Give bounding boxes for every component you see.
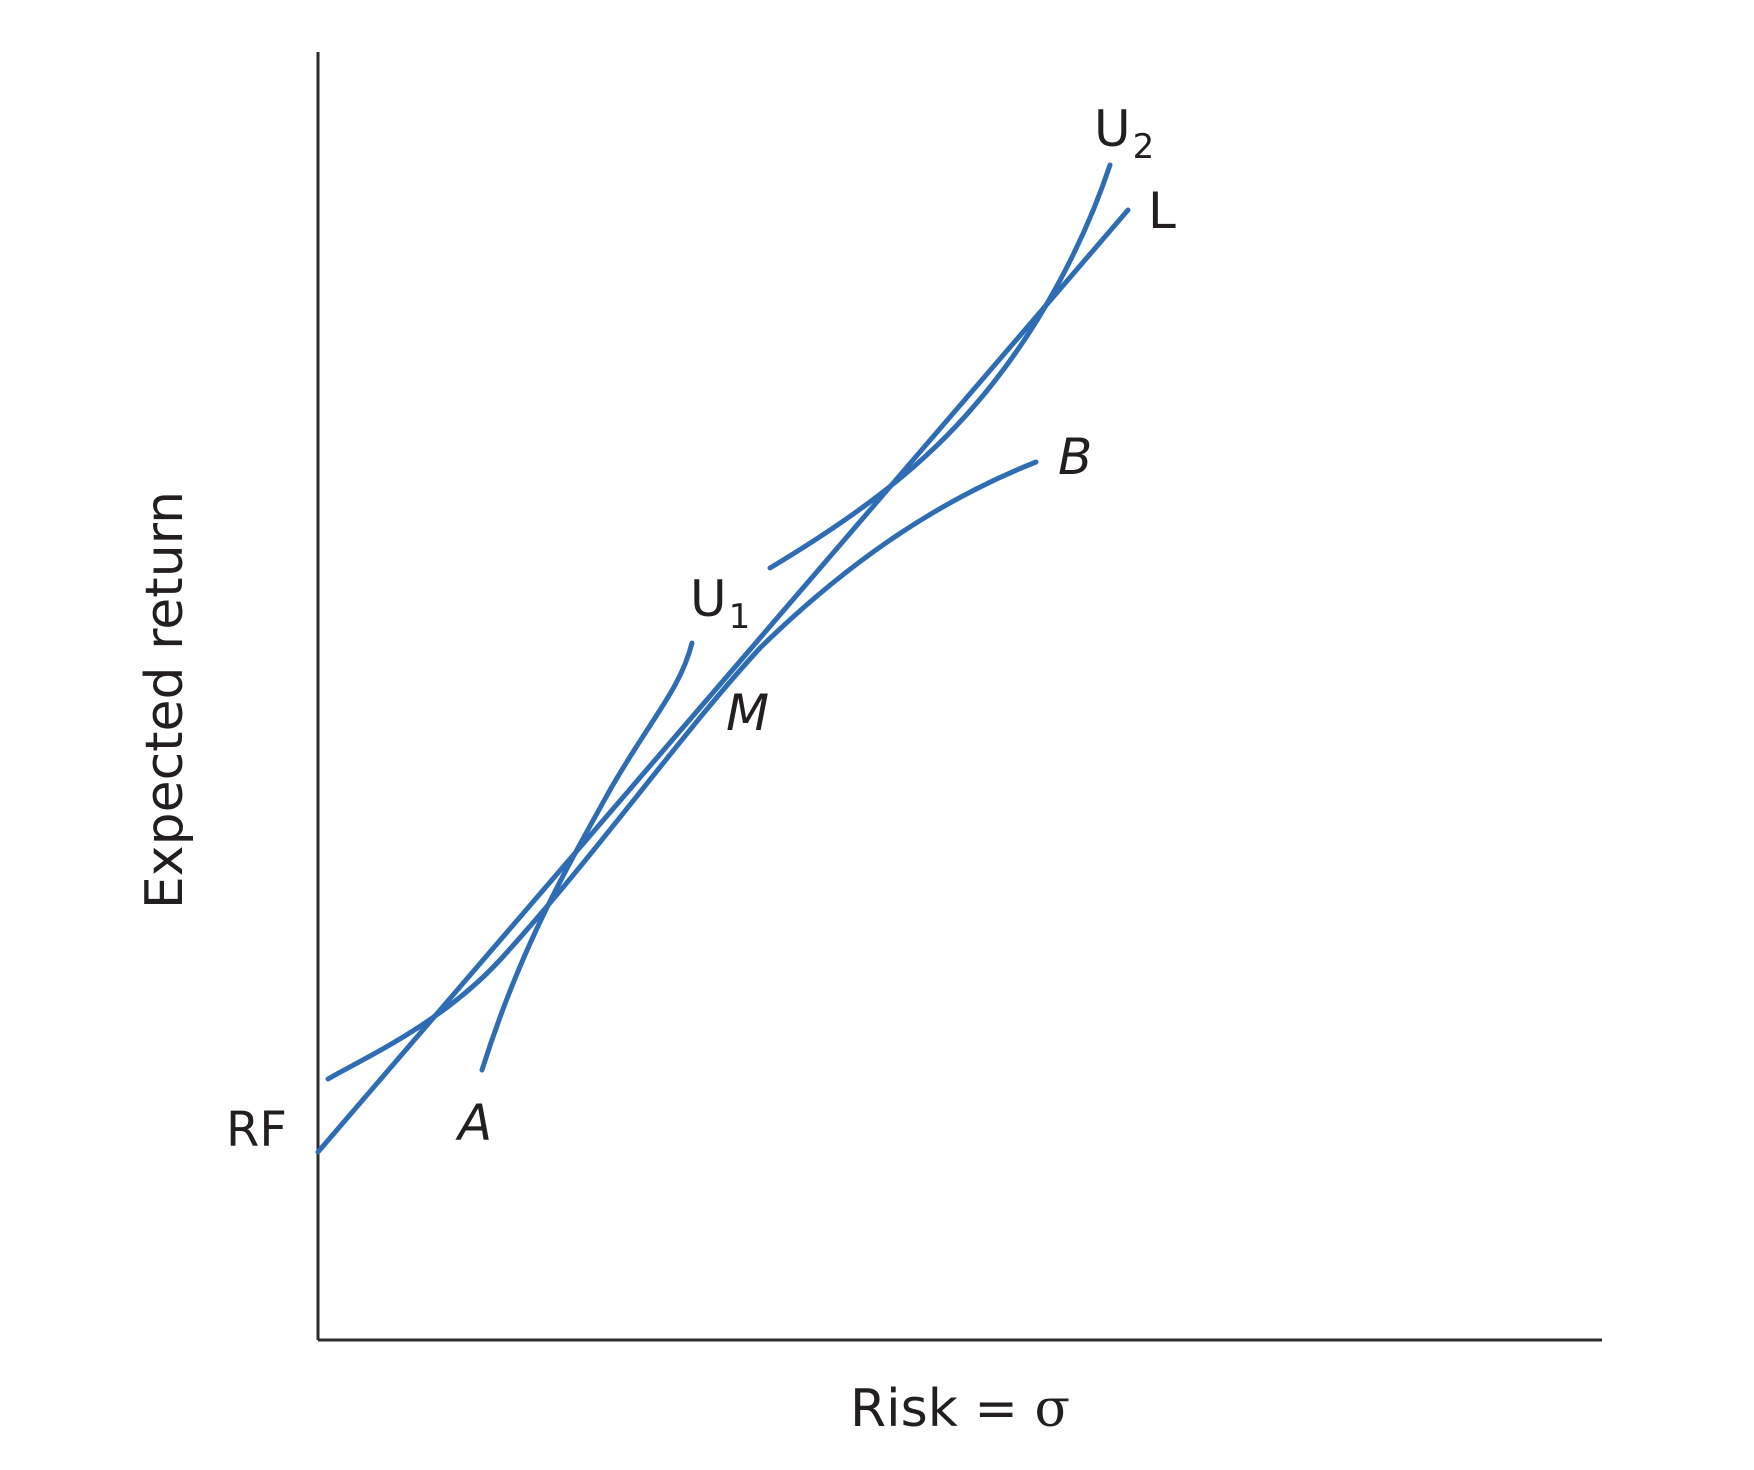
x-axis-title-sigma: σ [1034, 1379, 1070, 1439]
capital-market-line-l [315, 207, 1131, 1155]
frontier-endpoint-b-label: B [1058, 428, 1092, 486]
u2-label-subscript: 2 [1133, 127, 1155, 167]
line-l-label: L [1148, 182, 1176, 240]
u2-label-main: U [1094, 100, 1131, 158]
u1-label-subscript: 1 [729, 597, 751, 637]
frontier-endpoint-a-label: A [455, 1094, 492, 1152]
u1-label-main: U [690, 570, 727, 628]
x-axis-title: Risk = σ [850, 1379, 1070, 1439]
efficient-frontier-amb [325, 459, 1039, 1082]
rf-label: RF [226, 1102, 287, 1158]
x-axis-title-text: Risk = [850, 1379, 1034, 1439]
y-axis-title: Expected return [135, 491, 195, 909]
indifference-curve-u2 [767, 162, 1113, 571]
u2-label: U2 [1094, 100, 1154, 167]
u1-label: U1 [690, 570, 750, 637]
indifference-curve-u1 [479, 640, 695, 1073]
market-portfolio-m-label: M [726, 684, 769, 742]
